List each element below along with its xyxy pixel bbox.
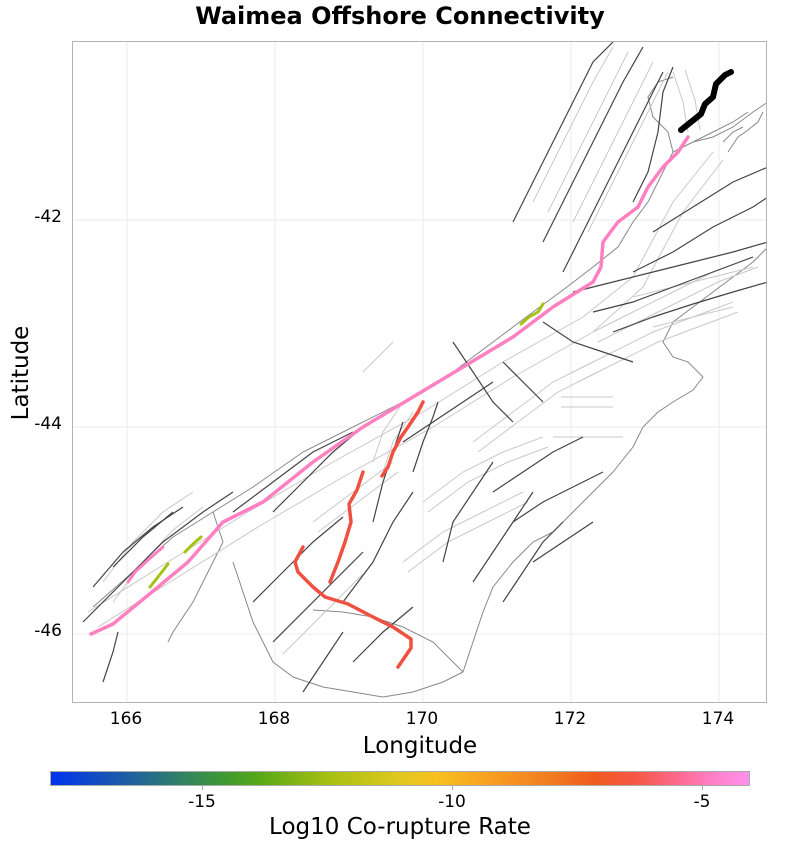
green-segment-sw-2 bbox=[183, 535, 203, 554]
fault-traces bbox=[82, 42, 766, 693]
x-tick: 168 bbox=[257, 709, 291, 729]
colorbar-tick-mark bbox=[452, 786, 453, 790]
y-tick: -44 bbox=[34, 414, 62, 434]
chart-title: Waimea Offshore Connectivity bbox=[195, 2, 605, 30]
alpine-branch-sw bbox=[126, 545, 165, 584]
gridlines bbox=[73, 42, 766, 702]
colorbar-tick: -10 bbox=[438, 792, 466, 812]
colorbar-label: Log10 Co-rupture Rate bbox=[269, 814, 531, 840]
colorbar-tick-mark bbox=[702, 786, 703, 790]
colorbar bbox=[50, 771, 750, 786]
green-segment-central bbox=[519, 302, 545, 326]
highlighted-faults bbox=[89, 69, 734, 669]
map-panel bbox=[72, 41, 767, 703]
green-segment-sw-1 bbox=[148, 562, 170, 589]
y-tick: -42 bbox=[34, 207, 62, 227]
red-fault-south bbox=[293, 545, 413, 669]
alpine-fault-trace bbox=[89, 135, 690, 636]
fault-map bbox=[73, 42, 766, 702]
y-axis-label: Latitude bbox=[8, 325, 34, 421]
x-tick: 166 bbox=[109, 709, 143, 729]
colorbar-tick: -15 bbox=[188, 792, 216, 812]
x-tick: 170 bbox=[405, 709, 439, 729]
source-fault-black bbox=[678, 69, 734, 133]
red-fault-central bbox=[328, 470, 365, 584]
x-tick: 174 bbox=[701, 709, 735, 729]
coastline bbox=[92, 76, 766, 698]
x-axis-label: Longitude bbox=[362, 733, 478, 759]
red-fault-north bbox=[380, 400, 425, 478]
x-tick: 172 bbox=[553, 709, 587, 729]
y-tick: -46 bbox=[34, 621, 62, 641]
colorbar-tick: -5 bbox=[693, 792, 711, 812]
colorbar-tick-mark bbox=[202, 786, 203, 790]
